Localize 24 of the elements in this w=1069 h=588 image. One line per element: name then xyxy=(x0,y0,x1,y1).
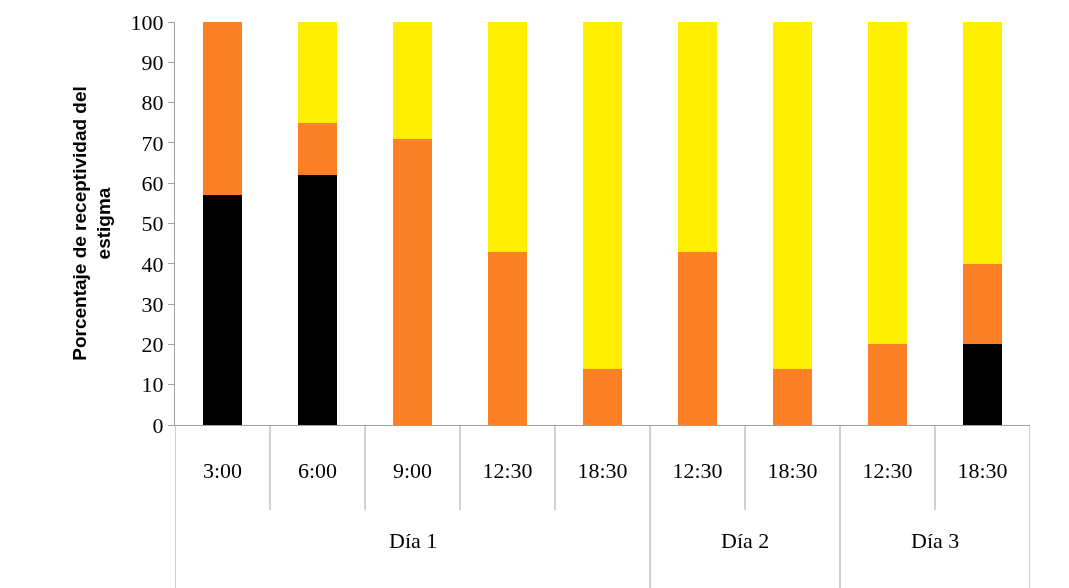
x-tick-label: 12:30 xyxy=(672,458,723,484)
y-tick-label: 10 xyxy=(141,372,164,398)
y-tick-label: 70 xyxy=(141,130,164,156)
y-axis-title: Porcentaje de receptividad del estigma xyxy=(68,86,115,361)
y-tick-label: 80 xyxy=(141,90,164,116)
y-tick-label: 30 xyxy=(141,291,164,317)
x-tick-label: 3:00 xyxy=(202,458,243,484)
x-tick-label: 12:30 xyxy=(482,458,533,484)
x-tick-label: 12:30 xyxy=(862,458,913,484)
y-tick-label: 60 xyxy=(141,170,164,196)
text: Día 2 xyxy=(721,528,770,553)
y-tick-label: 50 xyxy=(141,211,164,237)
y-tick-label: 40 xyxy=(141,251,164,277)
y-tick-label: 90 xyxy=(141,50,164,75)
x-tick-label: 18:30 xyxy=(767,458,818,484)
y-tick-label: 100 xyxy=(130,9,164,35)
x-tick-label: 18:30 xyxy=(957,458,1008,484)
y-tick-label: 20 xyxy=(141,332,164,358)
x-tick-label: 18:30 xyxy=(577,458,628,484)
y-tick-label: 0 xyxy=(152,412,164,438)
text: Día 1 xyxy=(389,528,438,553)
text: Día 3 xyxy=(911,528,960,553)
x-tick-label: 9:00 xyxy=(392,458,433,484)
x-tick-label: 6:00 xyxy=(297,458,338,484)
